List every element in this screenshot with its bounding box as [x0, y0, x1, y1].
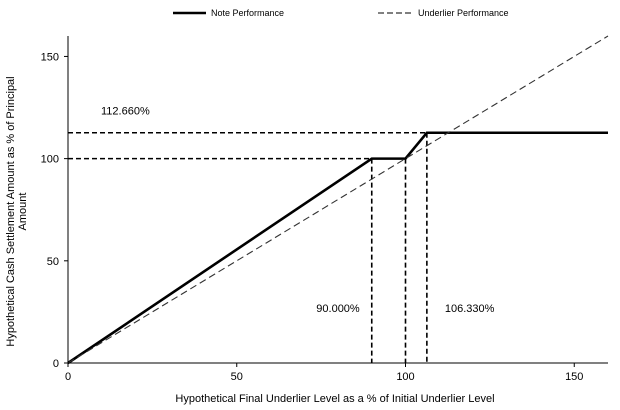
reference-lines — [68, 131, 428, 363]
axes: 0 50 100 150 0 50 100 150 — [41, 36, 608, 383]
x-tick-label: 50 — [231, 371, 243, 383]
x-tick-label: 150 — [565, 371, 583, 383]
y-tick-label: 100 — [41, 154, 59, 166]
y-tick-label: 150 — [41, 51, 59, 63]
legend-label-underlier-performance: Underlier Performance — [418, 8, 509, 18]
legend-label-note-performance: Note Performance — [211, 8, 284, 18]
y-tick-label: 0 — [53, 358, 59, 370]
series-line-underlier-performance — [67, 35, 609, 364]
labels: Hypothetical Final Underlier Level as a … — [5, 76, 495, 405]
annotation-label: 106.330% — [445, 303, 495, 315]
series-layer — [67, 35, 609, 365]
x-axis-title: Hypothetical Final Underlier Level as a … — [175, 393, 494, 405]
y-axis-title-line-2: Amount — [17, 193, 29, 231]
y-tick-label: 50 — [47, 256, 59, 268]
annotation-label: 112.660% — [101, 106, 150, 118]
legend: Note Performance Underlier Performance — [173, 8, 509, 18]
annotation-label: 90.000% — [316, 303, 360, 315]
series-line-note-performance — [67, 131, 608, 365]
x-tick-label: 100 — [396, 371, 414, 383]
x-tick-label: 0 — [65, 371, 71, 383]
y-axis-title-line-1: Hypothetical Cash Settlement Amount as %… — [5, 76, 17, 346]
